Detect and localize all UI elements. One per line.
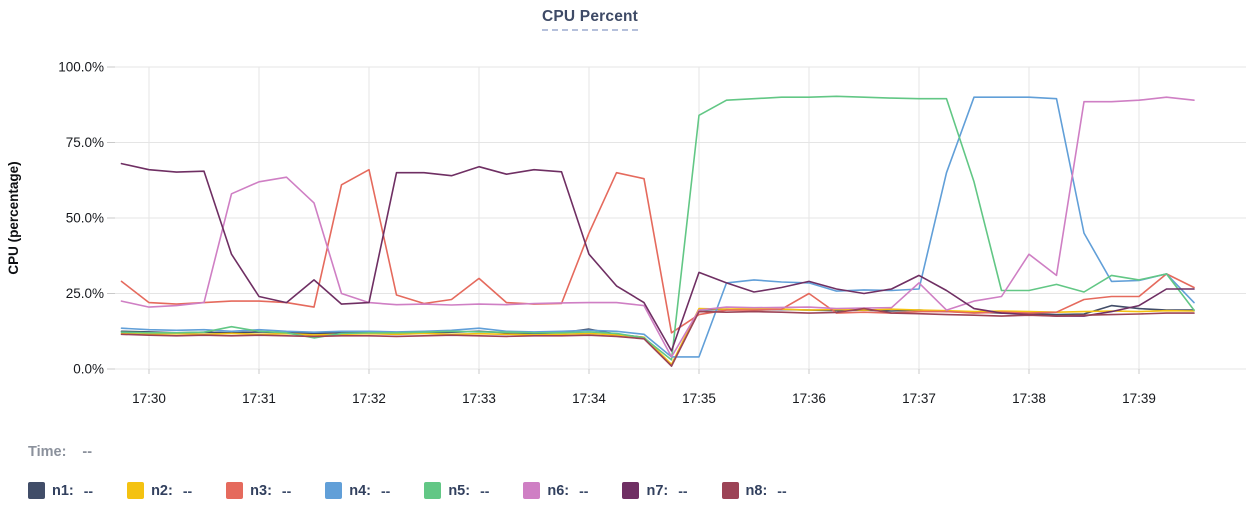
chart-header: CPU Percent (0, 8, 1180, 31)
legend-swatch-n4 (325, 482, 343, 499)
legend-value-n4: -- (380, 482, 391, 499)
legend-swatch-n2 (127, 482, 145, 499)
legend-label-n8: n8: (745, 482, 768, 499)
legend-value-n5: -- (480, 482, 490, 499)
legend-swatch-n5 (424, 482, 442, 499)
time-readout: Time: -- (28, 444, 92, 460)
series-line-n3 (120, 168, 1195, 334)
legend-item-n7[interactable]: n7: -- (622, 482, 688, 499)
chart-grid (113, 66, 1246, 370)
x-tick-17:39: 17:39 (1122, 391, 1156, 406)
legend-item-n8[interactable]: n8: -- (721, 482, 787, 499)
series-line-n6 (120, 96, 1195, 358)
x-tick-17:30: 17:30 (132, 391, 166, 406)
series-line-n4 (120, 96, 1195, 358)
chart-title[interactable]: CPU Percent (541, 8, 639, 31)
legend-item-n2[interactable]: n2: -- (127, 482, 192, 499)
x-tick-17:33: 17:33 (462, 391, 496, 406)
series-line-n2 (120, 307, 1195, 366)
legend-swatch-n6 (523, 482, 541, 499)
legend-label-n3: n3: (250, 482, 272, 499)
time-readout-label: Time: (28, 444, 67, 460)
chart-plot-area[interactable] (120, 95, 1195, 367)
x-tick-17:36: 17:36 (792, 391, 826, 406)
legend-label-n1: n1: (52, 482, 74, 499)
legend-swatch-n8 (721, 482, 739, 499)
legend-value-n6: -- (579, 482, 589, 499)
series-line-n5 (120, 95, 1195, 361)
legend-label-n4: n4: (349, 482, 371, 499)
legend-value-n2: -- (182, 482, 193, 499)
time-readout-value: -- (82, 444, 93, 460)
y-tick-25.0%: 25.0% (66, 286, 104, 301)
x-tick-17:37: 17:37 (902, 391, 936, 406)
legend-value-n1: -- (83, 482, 94, 499)
legend-swatch-n1 (28, 482, 45, 499)
legend: n1: -- n2: -- n3: -- n4: -- n5: -- n6: -- n7: -- n8: -- (28, 482, 821, 499)
legend-item-n6[interactable]: n6: -- (523, 482, 588, 499)
legend-label-n2: n2: (151, 482, 173, 499)
legend-item-n5[interactable]: n5: -- (424, 482, 489, 499)
legend-item-n4[interactable]: n4: -- (325, 482, 390, 499)
x-tick-17:38: 17:38 (1012, 391, 1046, 406)
legend-label-n7: n7: (646, 482, 669, 499)
y-axis-title: CPU (percentage) (6, 161, 21, 274)
legend-value-n7: -- (678, 482, 688, 499)
chart-axes: 100.0% 75.0% 50.0% 25.0% 0.0% 17:30 17:31 17:32… (58, 60, 1156, 407)
series-line-n8 (120, 307, 1195, 367)
legend-swatch-n3 (226, 482, 244, 499)
y-tick-0.0%: 0.0% (73, 362, 104, 377)
legend-item-n3[interactable]: n3: -- (226, 482, 291, 499)
legend-item-n1[interactable]: n1: -- (28, 482, 93, 499)
legend-label-n6: n6: (547, 482, 570, 499)
x-tick-17:35: 17:35 (682, 391, 716, 406)
legend-value-n3: -- (281, 482, 292, 499)
x-tick-17:34: 17:34 (572, 391, 606, 406)
legend-swatch-n7 (622, 482, 640, 499)
legend-label-n5: n5: (448, 482, 471, 499)
x-tick-17:32: 17:32 (352, 391, 386, 406)
y-tick-50.0%: 50.0% (66, 211, 104, 226)
x-tick-17:31: 17:31 (242, 391, 276, 406)
y-tick-100.0%: 100.0% (58, 60, 104, 75)
y-tick-75.0%: 75.0% (66, 135, 104, 150)
series-line-n7 (120, 162, 1195, 352)
legend-value-n8: -- (777, 482, 787, 499)
